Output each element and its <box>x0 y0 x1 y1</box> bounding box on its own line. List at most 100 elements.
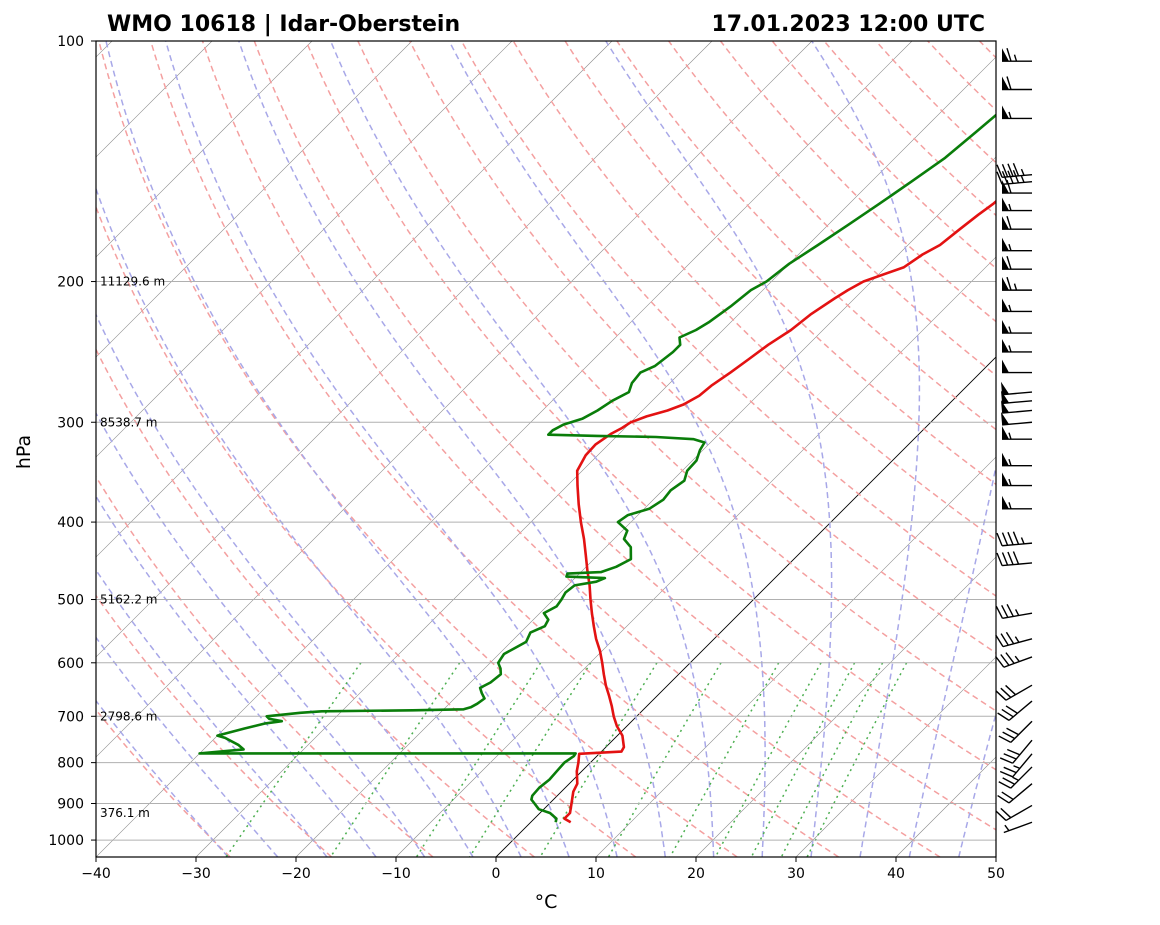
dry-adiabat-line <box>409 41 996 654</box>
isotherm-line <box>96 41 813 758</box>
x-tick-label: 40 <box>887 866 905 882</box>
isotherm-line <box>96 41 313 258</box>
isotherm-line <box>195 56 996 857</box>
wind-barb-staff <box>1003 656 1033 668</box>
y-tick-label: 600 <box>57 656 84 672</box>
isotherm-line <box>295 156 996 857</box>
wind-barb-feather <box>997 794 1010 804</box>
moist-adiabat-line <box>448 41 766 857</box>
wind-barb-flag <box>1002 472 1009 486</box>
wind-barb-half-feather <box>1013 283 1018 291</box>
x-tick-label: −30 <box>181 866 211 882</box>
dry-adiabat-line <box>1031 41 1160 857</box>
wind-barb-half-feather <box>1020 175 1025 183</box>
mixing-ratio-line <box>669 662 780 857</box>
isotherm-line <box>695 556 996 857</box>
wind-barb-feather <box>1000 654 1010 666</box>
wind-barb <box>1002 197 1032 212</box>
wind-barb-flag <box>1000 411 1010 425</box>
dry-adiabat-line <box>305 41 996 771</box>
wind-barb-half-feather <box>1008 345 1012 353</box>
wind-barb <box>1002 298 1032 313</box>
wind-barb-feather <box>997 712 1010 721</box>
dry-adiabat-line <box>823 41 996 217</box>
wind-barb-flag <box>1002 320 1009 334</box>
moist-adiabat-line <box>329 41 715 857</box>
wind-barb-flag <box>1002 105 1009 119</box>
wind-barb <box>998 766 1033 789</box>
wind-barb-half-feather <box>1008 326 1012 334</box>
wind-barb <box>1000 381 1033 396</box>
wind-barb-feather <box>998 735 1012 744</box>
moist-adiabat-line <box>96 636 279 857</box>
wind-barb <box>1002 495 1032 510</box>
mixing-ratio-line <box>225 662 362 857</box>
dry-adiabat-line <box>201 41 941 857</box>
isotherm-line <box>1096 41 1160 857</box>
mixing-ratio-line <box>539 662 658 857</box>
y-axis: 100 200 300 400 500 600 700 800 900 1000 <box>48 34 96 849</box>
isotherm-line <box>96 41 413 358</box>
wind-barb-feather <box>995 605 1004 619</box>
wind-barb-flag <box>1002 237 1009 251</box>
wind-barb-staff <box>1003 821 1033 834</box>
wind-barb-staff <box>1012 739 1033 764</box>
mixing-ratio-line <box>329 662 461 857</box>
moist-adiabat-line <box>96 568 328 857</box>
wind-barb-staff <box>1005 684 1033 701</box>
isotherm-line <box>495 356 996 857</box>
wind-barb <box>1002 426 1032 440</box>
wind-barb-feather <box>1001 532 1009 546</box>
wind-barb-flag <box>1002 452 1009 466</box>
height-label: 376.1 m <box>100 806 150 820</box>
wind-barb-feather <box>1007 531 1014 546</box>
y-tick-label: 400 <box>57 515 84 531</box>
wind-barb <box>997 783 1033 804</box>
wind-barb-flag <box>1002 197 1009 211</box>
dry-adiabat-line <box>357 41 996 712</box>
wind-barb-feather <box>996 552 1003 566</box>
dry-adiabat-line <box>616 41 996 431</box>
wind-barb-half-feather <box>1008 244 1012 251</box>
wind-barb-feather <box>1007 551 1014 565</box>
dry-adiabat-line <box>149 41 840 857</box>
wind-barb-staff <box>1012 753 1033 778</box>
isotherm-line <box>96 41 713 658</box>
wind-barb-flag <box>1002 216 1009 230</box>
x-tick-label: −40 <box>81 866 111 882</box>
wind-barb-feather <box>1006 727 1019 736</box>
wind-barb <box>1002 320 1032 334</box>
wind-barb-feather <box>1001 791 1014 801</box>
wind-barb-half-feather <box>1013 54 1018 62</box>
wind-barb-flag <box>1002 180 1009 194</box>
wind-barb-half-feather <box>1004 824 1010 832</box>
dry-adiabat-line <box>668 41 996 377</box>
pressure-gridlines <box>96 40 996 841</box>
wind-barb-feather <box>1005 705 1018 714</box>
plot-frame <box>95 40 997 858</box>
wind-barb-feather <box>995 634 1004 647</box>
moist-adiabat-line <box>908 462 996 857</box>
moist-adiabat-line <box>96 495 377 857</box>
wind-barb-half-feather <box>1020 168 1025 176</box>
wind-barb <box>995 804 1033 822</box>
wind-barb-half-feather <box>1008 304 1012 312</box>
x-tick-label: −20 <box>281 866 311 882</box>
moist-adiabat-line <box>105 41 570 857</box>
wind-barb-feather <box>1006 748 1021 756</box>
dry-adiabat-line <box>253 41 996 831</box>
wind-barb-half-feather <box>1013 765 1021 770</box>
wind-barb-feather <box>999 770 1013 778</box>
wind-barb-half-feather <box>1014 609 1020 616</box>
mixing-ratio-line <box>750 662 856 857</box>
wind-barb <box>1002 255 1032 270</box>
mixing-ratio-line <box>714 662 822 857</box>
wind-barb-feather <box>1002 731 1016 740</box>
wind-barb <box>1002 48 1032 62</box>
wind-barb-feather <box>1006 215 1012 230</box>
wind-barb-feather <box>1001 604 1009 618</box>
wind-barb <box>1002 452 1032 467</box>
wind-barb-flag <box>1002 298 1009 312</box>
wind-barb-feather <box>1012 163 1020 177</box>
